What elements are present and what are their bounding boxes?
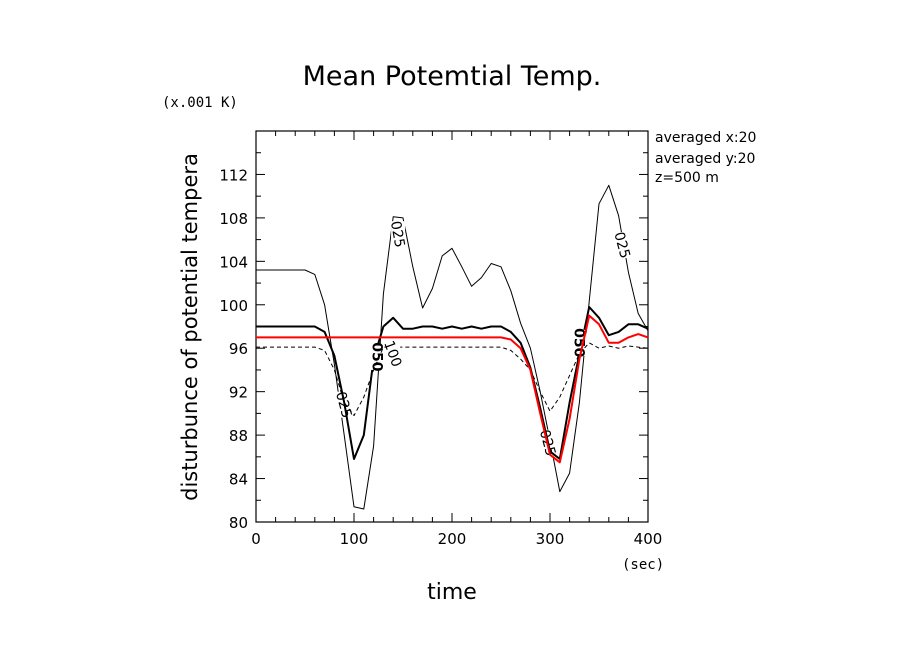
y-tick-label: 80: [229, 514, 248, 532]
contour-label-bg: [615, 232, 630, 259]
contour-label: 050: [369, 342, 385, 371]
annotation-z-level: z=500 m: [655, 170, 719, 186]
series-line-025: [256, 184, 649, 510]
contour-label: 025: [610, 230, 632, 260]
contour-label-bg: [572, 329, 587, 356]
annotation-averaged-y: averaged y:20: [655, 151, 755, 167]
series-line-050: [256, 306, 649, 460]
x-axis-label: time: [427, 580, 477, 605]
chart-title: Mean Potemtial Temp.: [303, 61, 602, 92]
x-tick-label: 0: [251, 530, 261, 548]
contour-label-bg: [386, 340, 401, 367]
y-unit-label: (x.001 K): [162, 95, 238, 111]
y-tick-label: 96: [229, 340, 248, 358]
x-tick-label: 300: [536, 530, 565, 548]
annotation-averaged-x: averaged x:20: [655, 130, 756, 146]
y-tick-label: 84: [229, 471, 248, 489]
axis-ticks: 0 100 200 300 400 80 84 88 92 96 100 104 108 112: [219, 131, 662, 548]
x-tick-label: 100: [340, 530, 369, 548]
y-axis-label: disturbunce of potential tempera: [178, 153, 202, 501]
y-tick-label: 100: [219, 297, 248, 315]
contour-label: 025: [332, 390, 354, 420]
y-tick-label: 104: [219, 253, 248, 271]
contour-label: 025: [387, 220, 407, 249]
contour-label-bg: [370, 343, 385, 370]
series-line-red: [256, 314, 649, 464]
y-tick-label: 112: [219, 166, 248, 184]
y-tick-label: 92: [229, 384, 248, 402]
y-tick-label: 88: [229, 427, 248, 445]
y-tick-label: 108: [219, 210, 248, 228]
x-tick-label: 200: [438, 530, 467, 548]
series-line-100: [256, 342, 649, 417]
x-tick-label: 400: [634, 530, 663, 548]
x-unit-label: (sec): [622, 557, 664, 573]
contour-label-bg: [391, 221, 406, 248]
